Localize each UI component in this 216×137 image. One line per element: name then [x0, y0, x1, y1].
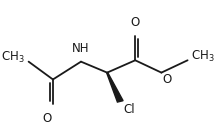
- Text: CH$_3$: CH$_3$: [1, 50, 25, 65]
- Text: CH$_3$: CH$_3$: [191, 49, 215, 64]
- Text: O: O: [162, 73, 172, 86]
- Text: Cl: Cl: [123, 103, 135, 116]
- Text: O: O: [131, 16, 140, 29]
- Polygon shape: [107, 72, 123, 102]
- Text: O: O: [43, 112, 52, 125]
- Text: NH: NH: [72, 42, 90, 55]
